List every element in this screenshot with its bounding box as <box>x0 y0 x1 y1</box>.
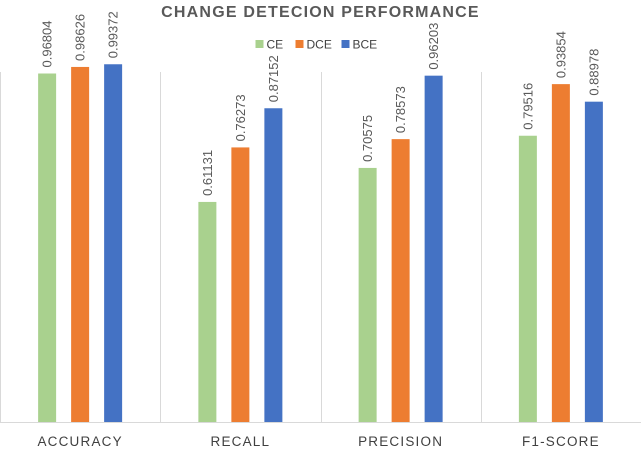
legend-swatch-ce <box>255 40 264 48</box>
bar-ce-f1-score <box>518 135 537 422</box>
data-label-dce-f1-score: 0.93854 <box>553 31 568 78</box>
category-dividers <box>0 72 641 423</box>
category-label-accuracy: ACCURACY <box>37 434 122 449</box>
category-label-recall: RECALL <box>211 434 271 449</box>
legend-label-ce: CE <box>267 38 284 52</box>
category-labels: ACCURACY RECALL PRECISION F1-SCORE <box>37 434 600 449</box>
bar-bce-recall <box>264 108 283 422</box>
legend-label-bce: BCE <box>353 38 378 52</box>
bar-dce-precision <box>391 139 410 422</box>
category-label-precision: PRECISION <box>358 434 443 449</box>
data-label-bce-recall: 0.87152 <box>266 55 281 102</box>
bar-dce-recall <box>231 147 250 422</box>
bar-bce-f1-score <box>584 101 603 422</box>
bar-dce-f1-score <box>551 84 570 422</box>
legend-swatch-dce <box>295 40 304 48</box>
data-label-ce-f1-score: 0.79516 <box>520 83 535 130</box>
data-label-ce-precision: 0.70575 <box>360 115 375 162</box>
data-label-dce-precision: 0.78573 <box>393 86 408 133</box>
bar-ce-recall <box>198 201 217 422</box>
category-label-f1-score: F1-SCORE <box>522 434 600 449</box>
data-label-bce-f1-score: 0.88978 <box>586 49 601 96</box>
bar-bce-precision <box>424 75 443 423</box>
data-label-ce-accuracy: 0.96804 <box>40 21 55 68</box>
data-label-ce-recall: 0.61131 <box>200 150 215 196</box>
legend-label-dce: DCE <box>307 38 332 52</box>
data-label-bce-accuracy: 0.99372 <box>106 11 121 58</box>
bar-bce-accuracy <box>104 64 123 422</box>
bar-dce-accuracy <box>71 66 90 422</box>
bar-ce-accuracy <box>38 73 57 422</box>
legend-swatch-bce <box>341 40 350 48</box>
data-label-bce-precision: 0.96203 <box>426 23 441 70</box>
data-labels: 0.96804 0.98626 0.99372 0.61131 0.76273 0.871… <box>40 11 602 196</box>
bar-ce-precision <box>358 167 377 422</box>
data-label-dce-accuracy: 0.98626 <box>73 14 88 61</box>
chart-title: CHANGE DETECION PERFORMANCE <box>161 4 480 21</box>
data-label-dce-recall: 0.76273 <box>233 94 248 141</box>
legend: CE DCE BCE <box>255 38 378 52</box>
bars <box>38 64 603 423</box>
